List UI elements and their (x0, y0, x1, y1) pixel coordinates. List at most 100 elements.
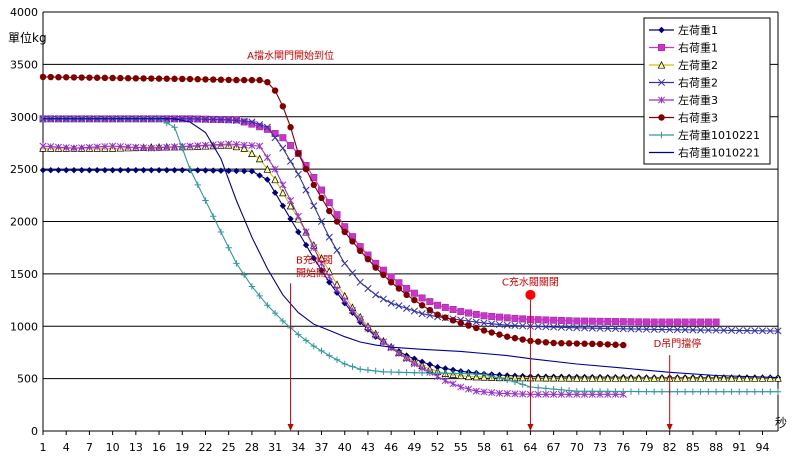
data-point-diamond (442, 365, 449, 372)
x-tick-label: 28 (245, 441, 259, 454)
data-point-plus (240, 271, 248, 279)
data-point-square (403, 285, 411, 293)
data-point-circle (357, 247, 364, 255)
x-tick-label: 67 (547, 441, 561, 454)
annotation-point (525, 289, 536, 300)
legend-label: 右荷重1 (678, 41, 718, 55)
data-point-x (650, 325, 658, 333)
data-point-plus (565, 387, 573, 394)
data-point-square (426, 298, 434, 306)
data-point-plus (295, 331, 302, 338)
x-tick-label: 73 (593, 441, 607, 454)
data-point-plus (581, 388, 588, 395)
data-point-plus (504, 376, 511, 384)
data-point-circle (411, 296, 418, 304)
data-point-circle (542, 339, 550, 346)
data-point-circle (271, 87, 279, 94)
y-tick-label: 2500 (10, 163, 38, 176)
data-point-plus (674, 388, 681, 395)
data-point-star (93, 143, 101, 151)
data-point-triangle (658, 374, 666, 382)
data-point-circle (210, 76, 217, 83)
series-6 (39, 73, 627, 349)
x-tick-label: 19 (175, 441, 189, 454)
data-point-circle (558, 339, 565, 347)
data-point-x (232, 117, 240, 125)
data-point-plus (542, 385, 550, 392)
y-tick-label: 3500 (10, 58, 38, 71)
data-point-diamond (132, 166, 140, 174)
data-point-triangle (534, 373, 542, 382)
data-point-square (642, 318, 650, 326)
x-tick-label: 37 (315, 441, 329, 454)
data-point-triangle (248, 149, 256, 157)
data-point-square (689, 318, 697, 326)
data-point-triangle (657, 61, 666, 69)
data-point-star (333, 286, 341, 294)
data-point-plus (496, 374, 503, 382)
data-point-plus (186, 165, 194, 173)
data-point-plus (736, 388, 743, 395)
data-point-x (673, 326, 681, 334)
data-point-triangle (573, 374, 581, 382)
data-point-star (62, 144, 70, 152)
data-point-star (39, 142, 47, 150)
data-point-circle (318, 194, 325, 202)
data-point-x (735, 326, 743, 335)
data-point-x (720, 326, 728, 334)
data-point-star (364, 324, 372, 332)
annotation-arrow-head (287, 424, 294, 431)
data-point-x (294, 170, 302, 178)
data-point-x (774, 327, 782, 335)
data-point-circle (78, 74, 85, 81)
data-point-square (495, 313, 503, 321)
data-point-x (503, 321, 511, 329)
data-point-x (356, 278, 364, 286)
data-point-circle (612, 341, 619, 348)
legend-item-4: 右荷重2 (649, 76, 718, 90)
data-point-circle (658, 114, 665, 121)
data-point-x (704, 326, 712, 334)
x-tick-label: 34 (291, 441, 305, 454)
data-point-circle (70, 74, 78, 81)
data-point-star (132, 143, 140, 151)
data-point-plus (635, 388, 642, 395)
data-point-star (271, 165, 279, 173)
data-point-triangle (727, 374, 736, 382)
data-point-plus (318, 347, 325, 355)
data-point-diamond (155, 166, 163, 174)
data-point-x (642, 325, 651, 333)
data-point-square (673, 318, 681, 326)
data-point-diamond (434, 363, 441, 371)
data-point-x (201, 115, 210, 123)
data-point-star (70, 144, 78, 152)
data-point-circle (341, 228, 348, 236)
data-point-diamond (39, 166, 47, 174)
data-point-plus (651, 388, 658, 395)
data-point-square (441, 303, 449, 311)
data-point-star (317, 259, 326, 267)
data-point-x (348, 269, 357, 277)
annotation-arrow-head (666, 424, 673, 431)
data-point-star (54, 143, 63, 151)
data-point-plus (658, 131, 665, 139)
data-point-square (418, 294, 426, 302)
data-point-circle (225, 76, 232, 84)
data-point-x (751, 327, 759, 335)
annotation-arrow-head (527, 424, 534, 431)
annotation-text: C充水閥關閉 (502, 275, 559, 288)
data-point-diamond (140, 166, 147, 174)
data-point-x (573, 324, 581, 332)
data-point-x (464, 317, 473, 325)
data-point-x (364, 284, 372, 293)
data-point-star (186, 142, 194, 150)
y-tick-label: 0 (31, 425, 38, 438)
data-point-plus (210, 213, 217, 220)
data-point-diamond (194, 167, 201, 174)
data-point-star (170, 143, 179, 151)
data-point-plus (465, 370, 472, 377)
data-point-circle (550, 339, 557, 347)
data-point-circle (395, 285, 403, 292)
x-tick-label: 61 (500, 441, 514, 454)
data-point-x (511, 321, 519, 330)
